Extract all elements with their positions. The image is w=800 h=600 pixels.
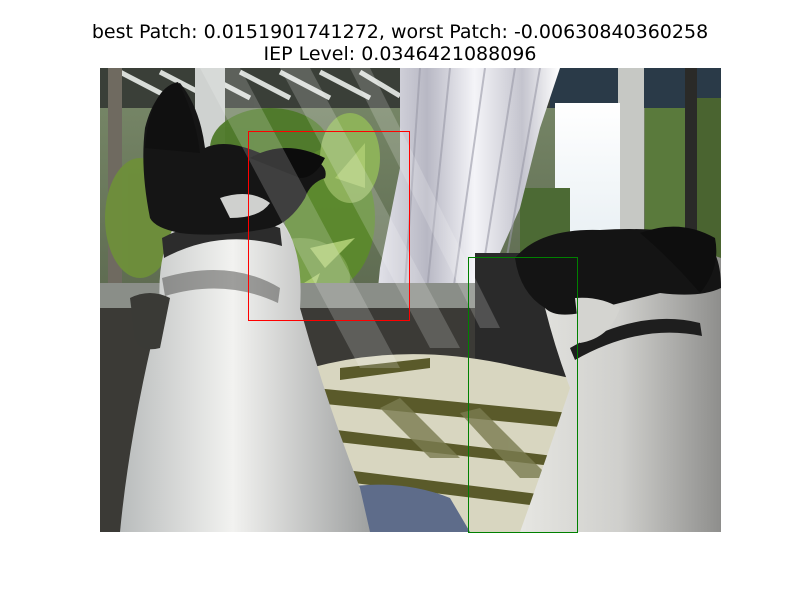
photo-drawing	[100, 68, 721, 532]
figure-title-iep-level: IEP Level: 0.0346421088096	[263, 43, 537, 65]
figure-title-scores: best Patch: 0.0151901741272, worst Patch…	[91, 21, 709, 43]
worst-patch-box	[468, 257, 578, 533]
best-patch-box	[248, 131, 410, 321]
photo-image	[100, 68, 721, 532]
